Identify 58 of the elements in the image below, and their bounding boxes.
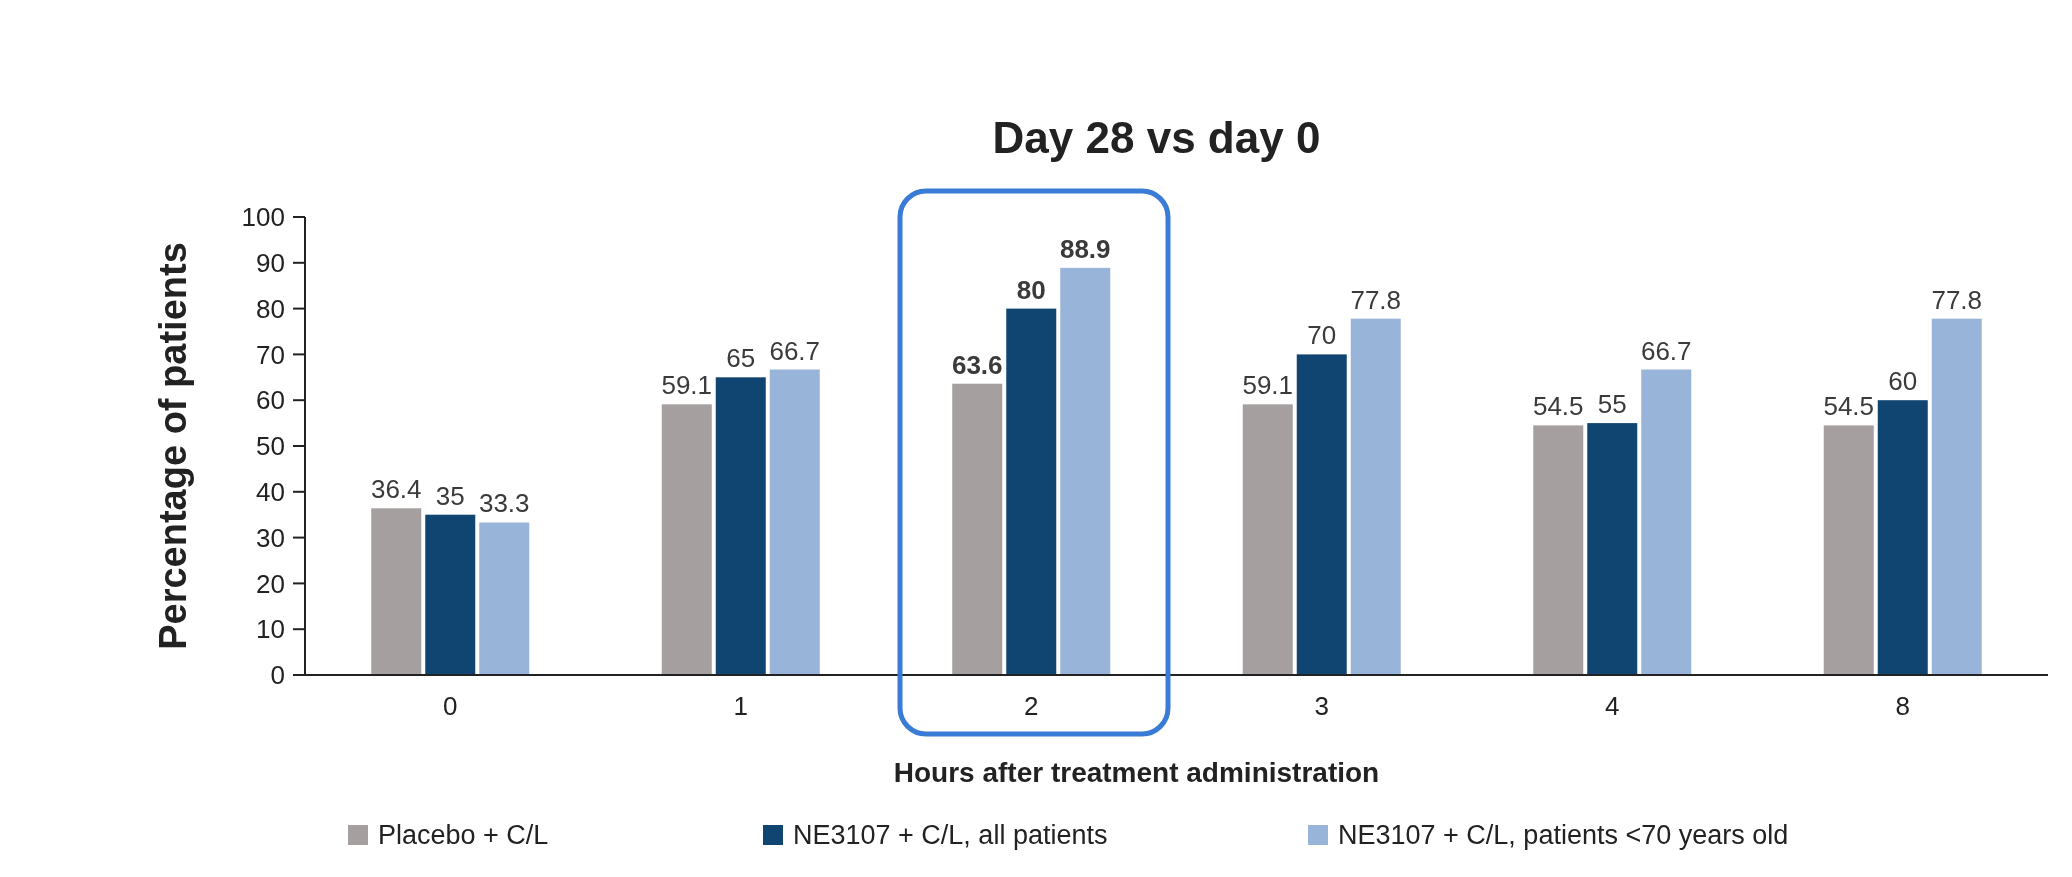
data-label: 88.9: [1059, 233, 1111, 264]
data-label: 59.1: [1242, 370, 1294, 401]
bar: [952, 383, 1003, 675]
chart-title: Day 28 vs day 0: [992, 113, 1321, 162]
bar: [1533, 425, 1584, 675]
data-label: 77.8: [1931, 284, 1983, 315]
y-tick-label: 40: [256, 476, 285, 507]
bar: [1060, 267, 1111, 675]
bar: [769, 369, 820, 675]
data-label: 66.7: [1640, 335, 1692, 366]
legend-label: NE3107 + C/L, patients <70 years old: [1338, 820, 1789, 851]
legend-label: Placebo + C/L: [378, 820, 549, 851]
legend-label: NE3107 + C/L, all patients: [793, 820, 1108, 851]
data-label: 33.3: [478, 488, 530, 519]
bar: [1641, 369, 1692, 675]
data-label: 59.1: [661, 370, 713, 401]
x-tick-label: 4: [1605, 691, 1620, 721]
x-tick-label: 8: [1895, 691, 1910, 721]
data-label: 35: [435, 480, 465, 511]
y-tick-label: 50: [256, 431, 285, 462]
x-axis-title: Hours after treatment administration: [893, 757, 1380, 788]
data-label: 54.5: [1532, 391, 1584, 422]
bar: [1931, 318, 1982, 675]
bar: [1877, 400, 1928, 675]
y-tick-label: 90: [256, 247, 285, 278]
bar: [479, 522, 530, 675]
bar: [1823, 425, 1874, 675]
data-label: 54.5: [1823, 391, 1875, 422]
bar: [715, 377, 766, 675]
y-tick-label: 100: [241, 202, 285, 233]
data-label: 80: [1016, 274, 1046, 305]
bar: [1350, 318, 1401, 675]
y-axis-title: Percentage of patients: [152, 242, 194, 650]
x-tick-label: 3: [1314, 691, 1329, 721]
bar: [1296, 354, 1347, 675]
y-tick-label: 30: [256, 522, 285, 553]
data-label: 70: [1307, 320, 1337, 351]
bar: [1242, 404, 1293, 675]
data-label: 55: [1597, 389, 1627, 420]
data-label: 65: [726, 343, 756, 374]
x-tick-label: 1: [733, 691, 748, 721]
data-label: 36.4: [370, 474, 422, 505]
data-label: 66.7: [769, 335, 821, 366]
bar: [425, 514, 476, 675]
x-tick-label: 2: [1024, 691, 1039, 721]
y-tick-label: 60: [256, 385, 285, 416]
bar: [661, 404, 712, 675]
bar: [1587, 423, 1638, 675]
y-tick-label: 20: [256, 568, 285, 599]
y-tick-label: 0: [270, 660, 285, 691]
data-label: 63.6: [951, 349, 1003, 380]
data-label: 60: [1888, 366, 1918, 397]
data-label: 77.8: [1350, 284, 1402, 315]
y-tick-label: 10: [256, 614, 285, 645]
x-tick-label: 0: [443, 691, 458, 721]
y-tick-label: 70: [256, 339, 285, 370]
bar: [371, 508, 422, 675]
y-tick-label: 80: [256, 293, 285, 324]
